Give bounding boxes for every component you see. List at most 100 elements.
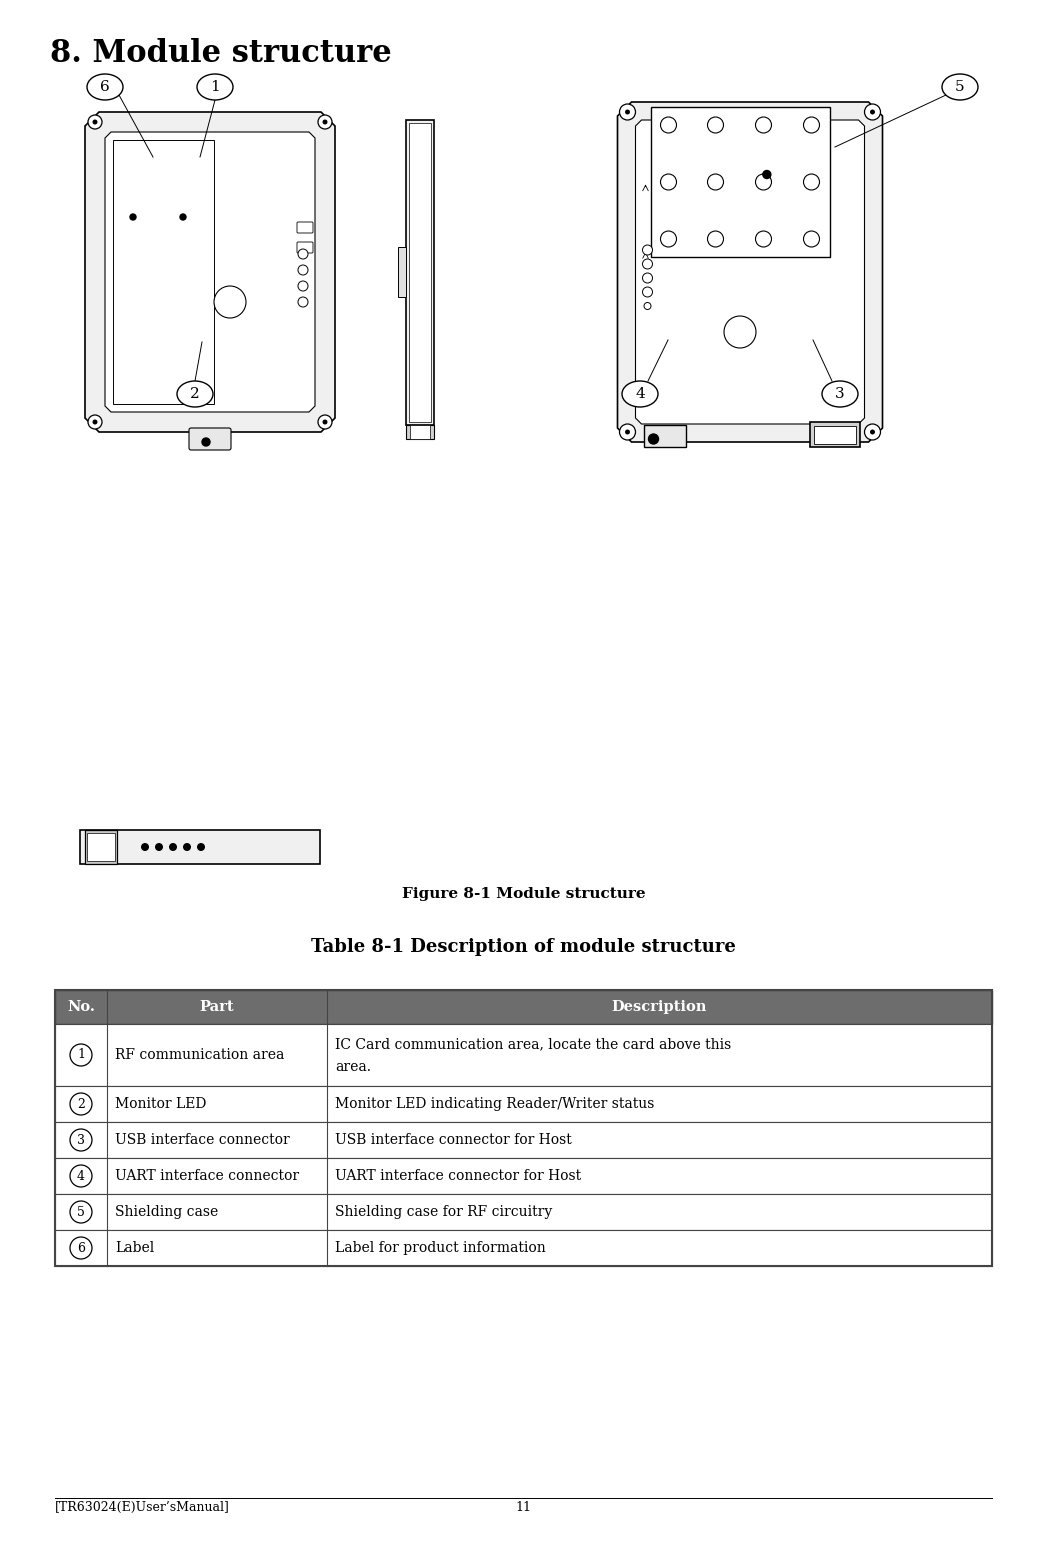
Bar bbox=[55, 1194, 992, 1231]
Text: 2: 2 bbox=[77, 1098, 85, 1110]
Circle shape bbox=[661, 174, 676, 190]
Text: 2: 2 bbox=[191, 387, 200, 401]
Circle shape bbox=[756, 117, 772, 133]
Bar bbox=[398, 247, 406, 298]
Circle shape bbox=[197, 843, 205, 851]
Bar bbox=[55, 990, 992, 1024]
Circle shape bbox=[870, 109, 875, 114]
Text: 1: 1 bbox=[210, 80, 220, 94]
Text: Monitor LED: Monitor LED bbox=[115, 1096, 206, 1110]
Circle shape bbox=[298, 281, 308, 291]
Polygon shape bbox=[105, 133, 315, 412]
Circle shape bbox=[130, 214, 136, 221]
Circle shape bbox=[88, 415, 102, 429]
Circle shape bbox=[322, 419, 328, 424]
Circle shape bbox=[865, 103, 881, 120]
Text: 11: 11 bbox=[515, 1500, 532, 1514]
Circle shape bbox=[70, 1166, 92, 1187]
Circle shape bbox=[756, 174, 772, 190]
Circle shape bbox=[763, 171, 771, 179]
Text: Figure 8-1 Module structure: Figure 8-1 Module structure bbox=[402, 887, 645, 901]
Circle shape bbox=[169, 843, 177, 851]
Circle shape bbox=[202, 438, 210, 446]
Circle shape bbox=[322, 119, 328, 125]
Text: 4: 4 bbox=[636, 387, 645, 401]
Circle shape bbox=[70, 1129, 92, 1150]
Circle shape bbox=[141, 843, 149, 851]
Text: 3: 3 bbox=[836, 387, 845, 401]
Circle shape bbox=[803, 231, 820, 247]
Circle shape bbox=[318, 116, 332, 130]
Bar bbox=[55, 1158, 992, 1194]
Circle shape bbox=[865, 424, 881, 439]
Bar bbox=[87, 833, 115, 860]
Circle shape bbox=[298, 298, 308, 307]
Circle shape bbox=[70, 1201, 92, 1223]
Circle shape bbox=[318, 415, 332, 429]
Circle shape bbox=[708, 174, 723, 190]
Bar bbox=[809, 423, 860, 447]
FancyBboxPatch shape bbox=[190, 429, 231, 450]
Ellipse shape bbox=[87, 74, 122, 100]
Text: Shielding case for RF circuitry: Shielding case for RF circuitry bbox=[335, 1204, 552, 1220]
Ellipse shape bbox=[822, 381, 857, 407]
Circle shape bbox=[870, 430, 875, 435]
Circle shape bbox=[643, 245, 652, 254]
Text: Description: Description bbox=[611, 1001, 707, 1015]
Circle shape bbox=[620, 103, 636, 120]
Circle shape bbox=[70, 1237, 92, 1258]
Circle shape bbox=[661, 117, 676, 133]
Circle shape bbox=[88, 116, 102, 130]
Bar bbox=[650, 106, 829, 258]
Polygon shape bbox=[618, 102, 883, 443]
Text: 5: 5 bbox=[77, 1206, 85, 1218]
Text: UART interface connector for Host: UART interface connector for Host bbox=[335, 1169, 581, 1183]
Bar bbox=[814, 426, 855, 444]
Text: [TR63024(E)User’sManual]: [TR63024(E)User’sManual] bbox=[55, 1500, 230, 1514]
Text: 4: 4 bbox=[77, 1169, 85, 1183]
Ellipse shape bbox=[197, 74, 233, 100]
Text: Monitor LED indicating Reader/Writer status: Monitor LED indicating Reader/Writer sta… bbox=[335, 1096, 654, 1110]
Circle shape bbox=[180, 214, 186, 221]
Circle shape bbox=[625, 430, 630, 435]
Circle shape bbox=[298, 248, 308, 259]
Text: USB interface connector for Host: USB interface connector for Host bbox=[335, 1133, 572, 1147]
Circle shape bbox=[625, 109, 630, 114]
Text: Part: Part bbox=[200, 1001, 235, 1015]
Text: area.: area. bbox=[335, 1061, 371, 1075]
Text: UART interface connector: UART interface connector bbox=[115, 1169, 299, 1183]
Text: 1: 1 bbox=[77, 1049, 85, 1061]
Bar bbox=[406, 119, 435, 424]
Polygon shape bbox=[636, 120, 865, 424]
Circle shape bbox=[643, 259, 652, 268]
Circle shape bbox=[643, 273, 652, 284]
Circle shape bbox=[803, 174, 820, 190]
Circle shape bbox=[70, 1093, 92, 1115]
Text: IC Card communication area, locate the card above this: IC Card communication area, locate the c… bbox=[335, 1036, 731, 1050]
Bar bbox=[85, 830, 117, 864]
Bar bbox=[55, 1086, 992, 1123]
Bar bbox=[644, 426, 686, 447]
Circle shape bbox=[183, 843, 191, 851]
Text: 3: 3 bbox=[77, 1133, 85, 1147]
Circle shape bbox=[92, 419, 97, 424]
Polygon shape bbox=[85, 113, 335, 432]
Ellipse shape bbox=[942, 74, 978, 100]
Circle shape bbox=[708, 117, 723, 133]
Circle shape bbox=[708, 231, 723, 247]
Circle shape bbox=[298, 265, 308, 274]
Circle shape bbox=[723, 316, 756, 348]
Ellipse shape bbox=[177, 381, 213, 407]
Bar bbox=[406, 424, 435, 438]
Text: Shielding case: Shielding case bbox=[115, 1204, 218, 1220]
Circle shape bbox=[214, 285, 246, 318]
Bar bbox=[409, 122, 431, 421]
Circle shape bbox=[648, 433, 659, 444]
FancyBboxPatch shape bbox=[297, 242, 313, 253]
Text: Table 8-1 Description of module structure: Table 8-1 Description of module structur… bbox=[311, 938, 736, 956]
Bar bbox=[410, 424, 430, 438]
Text: 8. Module structure: 8. Module structure bbox=[50, 39, 392, 69]
Bar bbox=[113, 140, 214, 404]
Bar bbox=[55, 1024, 992, 1086]
Text: 5: 5 bbox=[955, 80, 965, 94]
